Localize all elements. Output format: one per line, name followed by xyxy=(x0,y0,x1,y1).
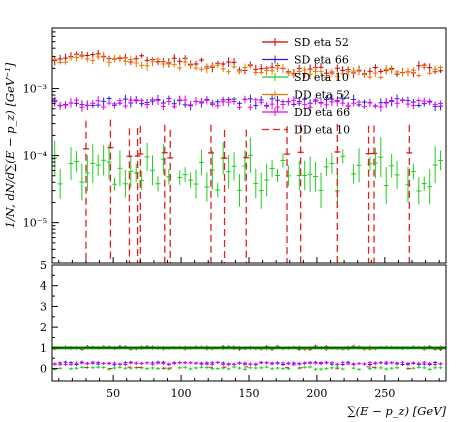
legend-label: DD eta 10 xyxy=(294,124,350,137)
ratio-series-layer xyxy=(52,344,446,371)
y-tick-label: 10⁻⁴ xyxy=(23,150,48,163)
ratio-tick-label: 4 xyxy=(40,280,47,293)
y-tick-label: 10⁻⁵ xyxy=(23,217,47,230)
legend-label: SD eta 66 xyxy=(294,54,349,67)
x-tick-label: 150 xyxy=(239,387,260,400)
axes-layer: 50 100 150 200 250 10⁻⁵ 10⁻⁴ 10⁻³ 0 1 2 3 4 5 xyxy=(23,27,447,400)
legend-label: DD eta 66 xyxy=(294,106,350,119)
x-tick-label: 200 xyxy=(306,387,327,400)
y-tick-label: 10⁻³ xyxy=(23,83,47,96)
x-tick-label: 250 xyxy=(374,387,395,400)
ratio-tick-label: 2 xyxy=(40,321,47,334)
ratio-tick-label: 1 xyxy=(40,342,47,355)
legend: SD eta 52 SD eta 66 SD eta 10 DD eta 52 DD e… xyxy=(262,36,350,137)
ratio-tick-label: 5 xyxy=(40,259,47,272)
legend-label: SD eta 52 xyxy=(294,36,349,49)
ratio-tick-label: 3 xyxy=(40,300,47,313)
y-axis-title: 1/N, dN/d∑(E − p_z) [GeV⁻¹] xyxy=(3,62,17,228)
main-plot-frame xyxy=(51,27,447,264)
legend-label: SD eta 10 xyxy=(294,71,349,84)
main-series-layer xyxy=(52,49,444,263)
x-tick-label: 100 xyxy=(171,387,192,400)
ratio-tick-label: 0 xyxy=(40,363,47,376)
x-axis-title: ∑(E − p_z) [GeV] xyxy=(347,404,446,418)
legend-label: DD eta 52 xyxy=(294,89,350,102)
x-tick-label: 50 xyxy=(106,387,120,400)
